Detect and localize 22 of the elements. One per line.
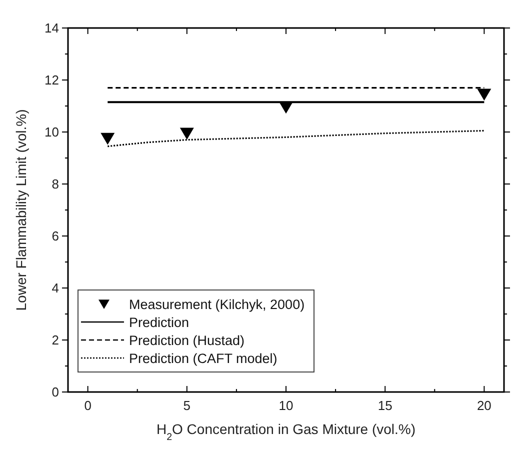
point [477, 88, 492, 101]
legend-label: Prediction (CAFT model) [129, 351, 278, 366]
x-tick-label: 10 [278, 398, 294, 413]
x-tick-label: 15 [378, 398, 392, 413]
legend-label: Measurement (Kilchyk, 2000) [129, 297, 305, 312]
x-axis-title: H$_{2}$O Concentration in Gas Mixture (vol.%) [156, 421, 416, 442]
y-tick-label: 14 [44, 20, 59, 36]
x-tick-label: 5 [183, 398, 191, 413]
point [180, 128, 194, 140]
y-tick-label: 8 [52, 176, 59, 192]
x-tick-label: 0 [84, 398, 92, 413]
legend-label: Prediction (Hustad) [129, 333, 245, 348]
y-axis-title: Lower Flammability Limit (vol.%) [13, 109, 29, 311]
y-tick-label: 10 [44, 124, 59, 140]
y-tick-label: 4 [52, 280, 59, 296]
y-tick-label: 12 [44, 72, 59, 88]
y-tick-label: 6 [52, 228, 59, 244]
y-tick-label: 2 [52, 332, 59, 348]
legend-label: Prediction [129, 315, 190, 330]
x-tick-label: 20 [476, 398, 492, 413]
y-tick-label: 0 [52, 384, 59, 400]
point [100, 132, 115, 145]
